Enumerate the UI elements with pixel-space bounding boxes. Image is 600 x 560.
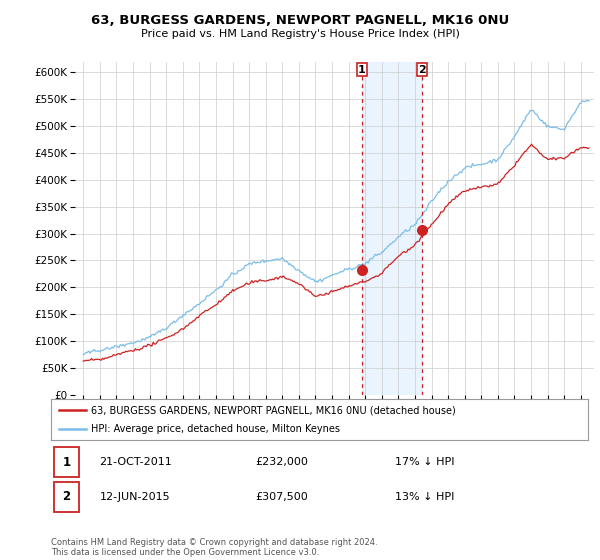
Text: 2: 2 bbox=[419, 64, 426, 74]
Text: £307,500: £307,500 bbox=[255, 492, 308, 502]
Bar bbox=[357, 63, 367, 76]
Text: 21-OCT-2011: 21-OCT-2011 bbox=[100, 457, 172, 467]
Text: 17% ↓ HPI: 17% ↓ HPI bbox=[395, 457, 454, 467]
Text: HPI: Average price, detached house, Milton Keynes: HPI: Average price, detached house, Milt… bbox=[91, 424, 340, 433]
Text: 63, BURGESS GARDENS, NEWPORT PAGNELL, MK16 0NU: 63, BURGESS GARDENS, NEWPORT PAGNELL, MK… bbox=[91, 14, 509, 27]
Bar bbox=[53, 482, 79, 512]
Text: 13% ↓ HPI: 13% ↓ HPI bbox=[395, 492, 454, 502]
Text: 1: 1 bbox=[358, 64, 366, 74]
Text: Price paid vs. HM Land Registry's House Price Index (HPI): Price paid vs. HM Land Registry's House … bbox=[140, 29, 460, 39]
Bar bbox=[53, 447, 79, 477]
Text: £232,000: £232,000 bbox=[255, 457, 308, 467]
Text: 2: 2 bbox=[62, 491, 71, 503]
Text: 1: 1 bbox=[62, 455, 71, 469]
Bar bbox=[362, 62, 422, 395]
Text: 12-JUN-2015: 12-JUN-2015 bbox=[100, 492, 170, 502]
Bar bbox=[418, 63, 427, 76]
Text: Contains HM Land Registry data © Crown copyright and database right 2024.
This d: Contains HM Land Registry data © Crown c… bbox=[51, 538, 377, 557]
Text: 63, BURGESS GARDENS, NEWPORT PAGNELL, MK16 0NU (detached house): 63, BURGESS GARDENS, NEWPORT PAGNELL, MK… bbox=[91, 405, 456, 415]
